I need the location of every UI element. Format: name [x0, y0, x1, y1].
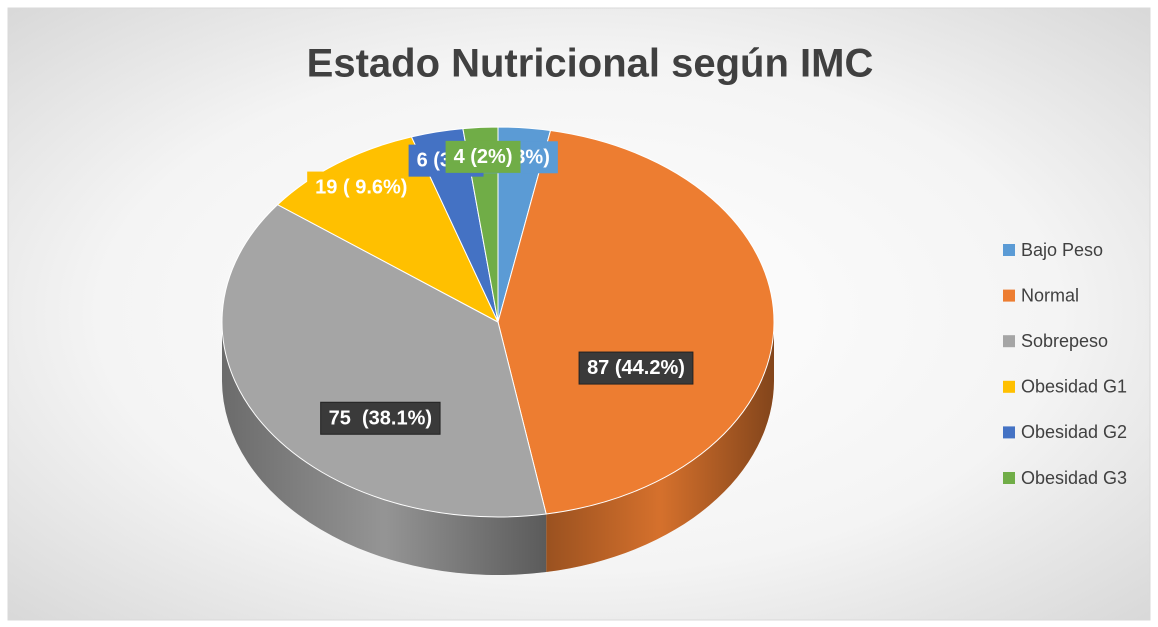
- legend-swatch: [1003, 472, 1015, 484]
- data-label: 4 (2%): [454, 146, 513, 168]
- legend-label: Obesidad G2: [1021, 422, 1127, 442]
- legend-label: Bajo Peso: [1021, 240, 1103, 260]
- data-label: 87 (44.2%): [587, 357, 685, 379]
- data-label-group: 75 (38.1%): [320, 401, 441, 435]
- legend-label: Obesidad G3: [1021, 468, 1127, 488]
- data-label-group: 87 (44.2%): [578, 351, 694, 385]
- data-label-group: 19 ( 9.6%): [307, 171, 416, 204]
- slice-side-shade: [546, 322, 775, 573]
- data-label-box: [578, 351, 694, 385]
- legend-swatch: [1003, 289, 1015, 302]
- slice-side-shade: [222, 322, 547, 575]
- data-label-box: [307, 171, 416, 204]
- legend-swatch: [1003, 426, 1015, 439]
- legend-label: Sobrepeso: [1021, 331, 1108, 351]
- legend-label: Normal: [1021, 285, 1079, 305]
- data-label-group: 4 (2%): [445, 140, 521, 173]
- data-label: 19 ( 9.6%): [315, 177, 407, 199]
- legend-label: Obesidad G1: [1021, 377, 1127, 397]
- legend-swatch: [1003, 380, 1015, 393]
- slice: [497, 130, 775, 515]
- data-label: 75 (38.1%): [329, 407, 432, 429]
- legend-swatch: [1003, 335, 1015, 348]
- legend-swatch: [1003, 244, 1015, 256]
- data-label-box: [445, 140, 521, 173]
- slice: [221, 204, 547, 518]
- chart-title: Estado Nutricional según IMC: [307, 42, 874, 86]
- data-label-box: [320, 401, 441, 435]
